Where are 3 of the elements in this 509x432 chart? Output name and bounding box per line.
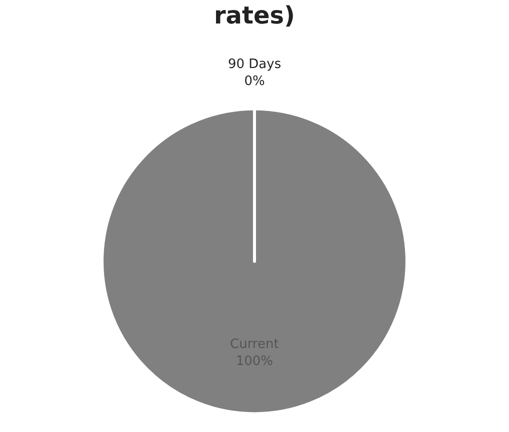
text: 0% bbox=[244, 74, 265, 89]
chart-title: rates) bbox=[214, 1, 296, 30]
category-label: 90 Days bbox=[228, 57, 282, 72]
